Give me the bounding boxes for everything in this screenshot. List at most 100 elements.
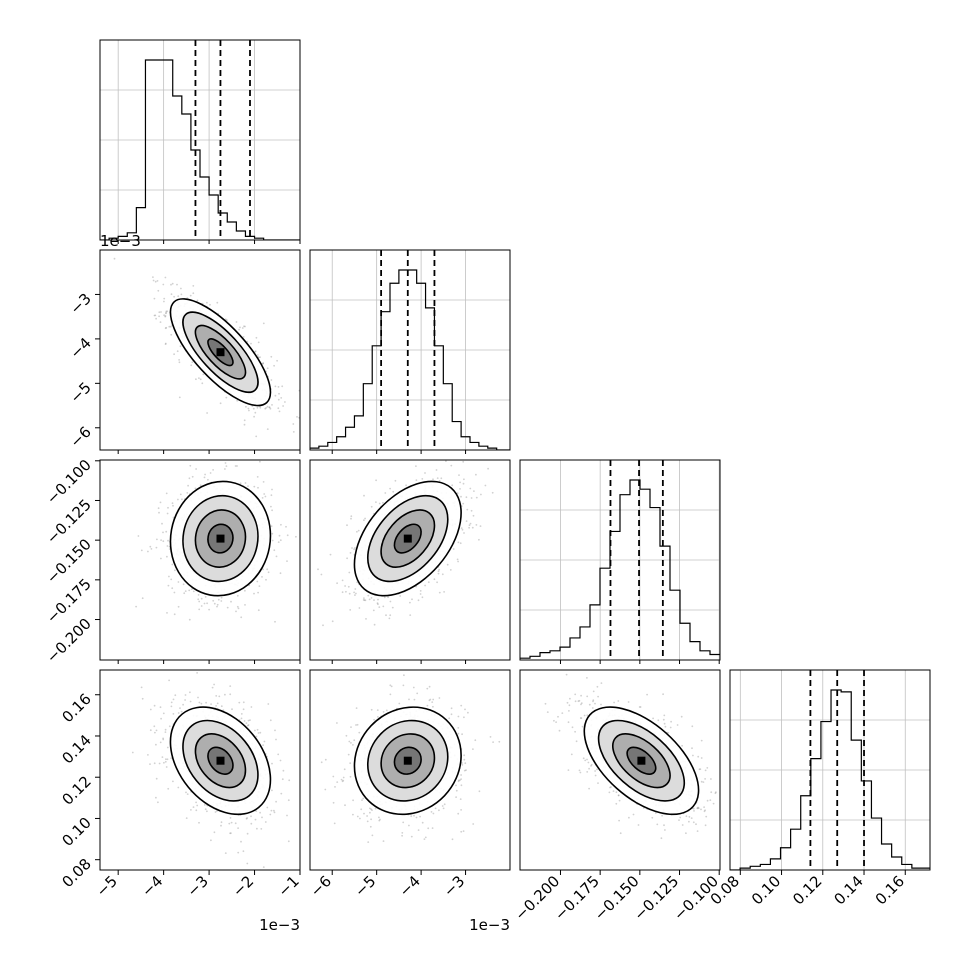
sample-point (177, 295, 180, 298)
sample-point (170, 578, 173, 581)
sample-point (421, 596, 424, 599)
sample-point (363, 812, 365, 815)
sample-point (465, 496, 468, 499)
sample-point (230, 832, 232, 834)
sample-point (204, 596, 207, 598)
sample-point (448, 717, 451, 720)
sample-point (608, 791, 611, 794)
sample-point (460, 784, 463, 787)
sample-point (350, 515, 353, 518)
sample-point (165, 758, 167, 761)
sample-point (561, 712, 564, 714)
sample-point (155, 317, 158, 320)
sample-point (353, 548, 355, 551)
sample-point (344, 585, 346, 587)
sample-point (692, 807, 695, 810)
sample-point (234, 822, 237, 825)
sample-point (413, 814, 415, 817)
sample-point (317, 568, 319, 571)
sample-point (278, 410, 281, 413)
sample-point (457, 541, 460, 544)
sample-point (277, 407, 280, 410)
sample-point (259, 811, 261, 814)
sample-point (463, 769, 466, 772)
sample-point (282, 405, 284, 407)
sample-point (594, 774, 597, 777)
sample-point (370, 597, 373, 599)
sample-point (158, 311, 161, 314)
sample-point (164, 327, 167, 330)
sample-point (200, 702, 203, 705)
sample-point (166, 746, 169, 749)
panel-frame (309, 249, 511, 451)
sample-point (198, 608, 201, 611)
sample-point (277, 541, 280, 543)
sample-point (374, 807, 377, 810)
sample-point (365, 618, 367, 620)
sample-point (463, 754, 466, 757)
sample-point (470, 497, 473, 499)
sample-point (379, 818, 381, 821)
sample-point (389, 684, 392, 687)
sample-point (457, 780, 460, 783)
sample-point (449, 569, 452, 571)
sample-point (154, 314, 157, 317)
sample-point (185, 817, 188, 819)
sample-point (349, 609, 352, 611)
sample-point (588, 787, 590, 790)
sample-point (186, 492, 189, 494)
sample-point (157, 801, 159, 804)
sample-point (189, 691, 191, 694)
sample-point (277, 398, 280, 401)
sample-point (137, 535, 140, 537)
panel-frame (309, 669, 511, 871)
sample-point (697, 806, 699, 809)
sample-point (199, 484, 202, 487)
sample-point (278, 534, 281, 537)
sample-point (204, 473, 207, 476)
sample-point (286, 534, 289, 537)
sample-point (347, 585, 350, 588)
sample-point (165, 530, 168, 533)
sample-point (166, 612, 168, 614)
sample-point (273, 809, 275, 812)
sample-point (382, 711, 385, 713)
panel-frame (99, 669, 301, 871)
sample-point (455, 796, 457, 798)
sample-point (245, 405, 247, 408)
sample-point (197, 598, 200, 601)
sample-point (417, 829, 420, 831)
sample-point (220, 600, 223, 602)
sample-point (226, 319, 228, 321)
sample-point (296, 416, 298, 418)
sample-point (288, 779, 291, 782)
sample-point (399, 595, 402, 597)
sample-point (427, 827, 430, 830)
sample-point (469, 487, 472, 490)
sample-point (492, 741, 494, 743)
sample-point (463, 478, 465, 481)
sample-point (417, 599, 420, 602)
sample-point (377, 603, 379, 606)
sample-point (224, 852, 227, 854)
sample-point (260, 828, 263, 830)
sample-point (164, 315, 167, 318)
sample-point (264, 495, 267, 498)
sample-point (475, 524, 478, 526)
sample-point (373, 623, 376, 626)
sample-point (475, 473, 477, 476)
sample-point (351, 547, 353, 549)
sample-point (352, 813, 354, 816)
sample-point (398, 702, 401, 705)
sample-point (159, 741, 162, 744)
sample-point (409, 614, 412, 616)
sample-point (456, 558, 459, 561)
sample-point (324, 788, 327, 791)
sample-point (446, 563, 449, 566)
sample-point (165, 492, 168, 495)
sample-point (196, 299, 199, 302)
sample-point (164, 731, 167, 733)
sample-point (277, 753, 280, 756)
sample-point (384, 492, 387, 494)
sample-point (592, 699, 595, 702)
